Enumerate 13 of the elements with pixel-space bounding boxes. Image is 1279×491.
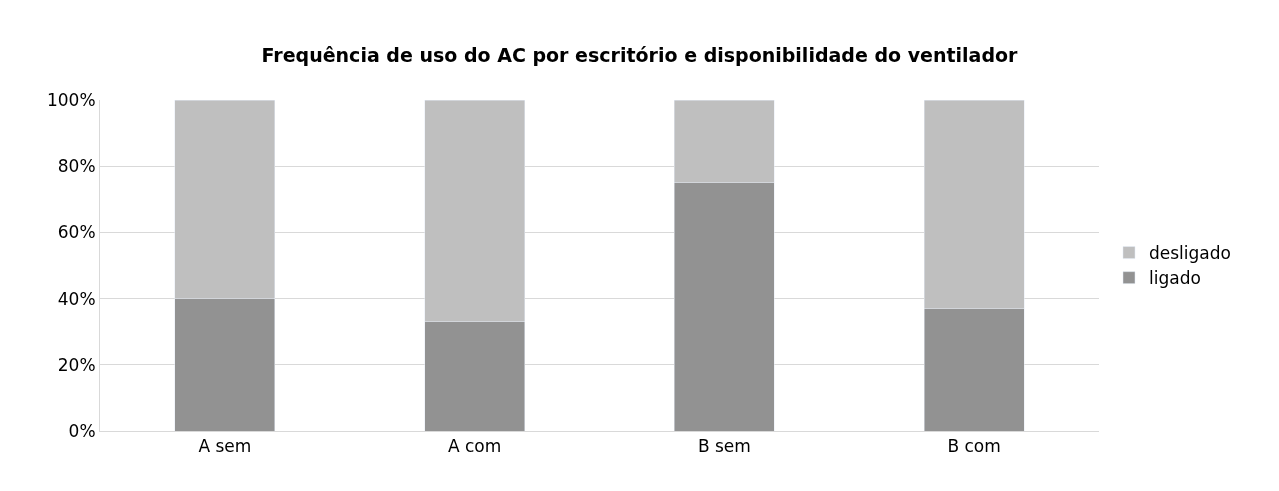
x-tick-label: A sem	[198, 436, 252, 457]
x-tick-label: B sem	[697, 436, 751, 457]
y-tick-label: 40%	[57, 288, 96, 309]
x-tick-label: A com	[447, 436, 502, 457]
y-tick-label: 60%	[57, 222, 96, 243]
x-tick-label: B com	[947, 436, 1001, 457]
chart-title: Frequência de uso do AC por escritório e disponibilidade do ventilador	[261, 44, 1019, 67]
y-tick-label: 20%	[57, 354, 96, 375]
y-tick-label: 100%	[46, 89, 96, 110]
legend-label: desligado	[1148, 243, 1231, 264]
y-tick-label: 80%	[57, 156, 96, 177]
y-tick-label: 0%	[68, 420, 96, 441]
legend-label: ligado	[1148, 268, 1201, 289]
